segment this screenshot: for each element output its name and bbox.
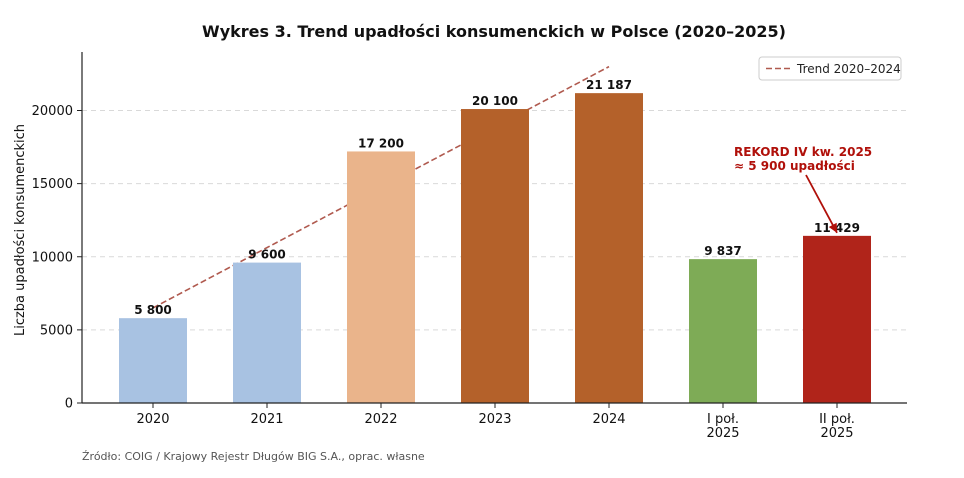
record-annotation: REKORD IV kw. 2025 ≈ 5 900 upadłości bbox=[734, 145, 872, 234]
bar-value-label: 11 429 bbox=[814, 221, 860, 235]
x-tick-label: II poł. bbox=[819, 412, 855, 427]
y-tick-label: 10000 bbox=[32, 250, 73, 265]
y-tick-label: 0 bbox=[65, 397, 73, 412]
bar-value-label: 20 100 bbox=[472, 94, 518, 108]
annotation-arrow-head bbox=[828, 222, 837, 233]
bar-value-label: 5 800 bbox=[134, 303, 172, 317]
bar-value-label: 17 200 bbox=[358, 136, 404, 150]
annotation-line-2: ≈ 5 900 upadłości bbox=[734, 159, 855, 173]
x-tick-label: 2022 bbox=[364, 412, 397, 427]
annotation-line-1: REKORD IV kw. 2025 bbox=[734, 145, 872, 159]
legend: Trend 2020–2024 bbox=[758, 56, 902, 81]
bars bbox=[119, 93, 871, 403]
bar bbox=[347, 151, 415, 403]
annotation-arrow-line bbox=[805, 174, 838, 234]
x-tick-label: 2024 bbox=[592, 412, 625, 427]
bar bbox=[233, 262, 301, 403]
x-tick-label: 2023 bbox=[478, 412, 511, 427]
y-tick-label: 20000 bbox=[32, 104, 73, 119]
legend-trend-label: Trend 2020–2024 bbox=[796, 62, 901, 76]
chart-title: Wykres 3. Trend upadłości konsumenckich … bbox=[202, 22, 786, 41]
y-tick-label: 15000 bbox=[32, 177, 73, 192]
x-tick-label: 2025 bbox=[820, 426, 853, 441]
bar bbox=[461, 109, 529, 403]
y-tick-label: 5000 bbox=[40, 323, 73, 338]
bar-value-label: 9 600 bbox=[248, 248, 286, 262]
bar bbox=[803, 235, 871, 403]
x-tick-label: I poł. bbox=[707, 412, 739, 427]
data-labels: 5 800 9 600 17 200 20 100 21 187 9 837 11 429 bbox=[134, 78, 860, 317]
bar bbox=[119, 318, 187, 403]
bar-value-label: 9 837 bbox=[704, 244, 742, 258]
gridlines bbox=[82, 110, 907, 331]
source-note: Źródło: COIG / Krajowy Rejestr Długów BI… bbox=[82, 450, 425, 463]
axes: 0 5000 10000 15000 20000 2020 2021 2022 2023 2024… bbox=[32, 52, 907, 441]
bar-value-label: 21 187 bbox=[586, 78, 632, 92]
legend-box bbox=[758, 56, 902, 81]
x-tick-label: 2020 bbox=[136, 412, 169, 427]
bar bbox=[575, 93, 643, 403]
x-tick-label: 2021 bbox=[250, 412, 283, 427]
bar bbox=[689, 259, 757, 403]
x-tick-label: 2025 bbox=[706, 426, 739, 441]
y-axis-label: Liczba upadłości konsumenckich bbox=[13, 124, 28, 336]
